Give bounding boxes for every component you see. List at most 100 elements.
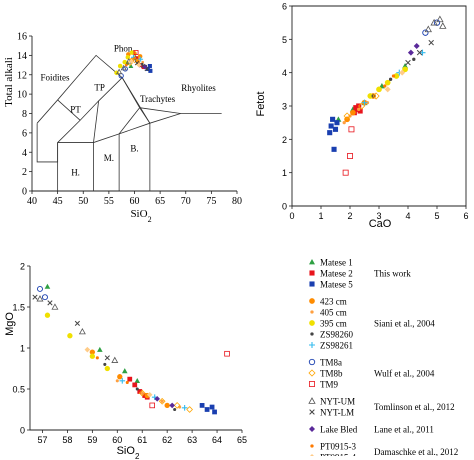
legend-citation: This work [374,269,411,279]
tas-field-label: M. [104,153,114,163]
data-point-matese-5 [209,404,215,410]
fetot-ylabel: Fetot [255,91,267,116]
legend-marker-395-cm [309,320,315,326]
data-point-tm8b [173,402,181,409]
x-tick-label: 3 [376,211,381,221]
data-point-pt0915-4 [399,69,406,76]
tas-plot-area: 40 45 50 55 60 65 70 75 80 0 2 4 6 8 10 12 14 16 Foidites P… [17,32,242,208]
x-tick-label: 63 [187,435,197,445]
data-point-pt0915-4 [84,346,91,353]
legend-marker-matese-1 [309,259,315,265]
legend-label: NYT-UM [320,397,355,407]
data-point-405-cm [160,399,164,403]
data-point-zs98261 [119,378,126,384]
y-tick-label: 2 [22,167,27,178]
data-point-tm8b [358,102,366,110]
legend-label: TM8b [320,369,343,379]
x-tick-label: 58 [62,435,72,445]
tas-field-label: H. [71,168,80,178]
data-point-nyt-um [111,356,119,363]
data-point-nyt-lm [416,49,423,56]
legend-label: TM8a [320,358,342,368]
x-tick-label: 55 [104,196,114,207]
x-tick-label: 2 [347,211,352,221]
data-point-405-cm [115,379,119,383]
y-tick-label: 2 [20,262,25,272]
tas-field-label: Rhyolites [181,83,216,93]
data-point-tm8b [131,57,138,64]
data-point-lake-bled [169,402,175,409]
data-point-tm8b [372,92,380,100]
legend-label: Matese 2 [320,269,353,279]
data-point-nyt-lm [405,59,411,66]
data-point-tm8b [158,397,166,405]
data-point-zs98261 [181,405,188,411]
data-point-395-cm [367,93,374,99]
data-point-matese-1 [121,368,128,374]
x-tick-label: 50 [78,196,88,207]
tas-field-boundary [118,77,141,135]
y-tick-label: 5 [282,35,287,45]
data-point-tm9 [342,169,349,176]
tas-field-label: TP [94,82,105,92]
data-point-zs98260 [388,77,393,81]
data-point-matese-5 [332,126,339,132]
legend-label: Lake Bled [320,425,358,435]
data-point-zs98260 [135,387,139,391]
data-point-423-cm [117,374,123,380]
mgo-ylabel: MgO [4,312,16,336]
data-point-pt0915-4 [136,62,142,68]
legend-label: ZS98261 [320,341,353,351]
legend-marker-matese-2 [309,270,315,276]
legend-marker-zs98260 [310,332,314,336]
legend-marker-pt0915-4 [310,454,314,456]
mgo-plot-area: 57 58 59 60 61 62 63 64 65 0 0.5 1 1.5 2 [12,262,247,446]
x-tick-label: 59 [87,435,97,445]
data-point-zs98260 [412,57,416,61]
data-point-pt0915-3 [133,56,136,60]
data-point-tm9 [347,153,353,159]
data-point-nyt-lm [104,355,110,361]
data-point-tm9 [133,50,139,55]
y-tick-label: 2 [282,135,287,145]
fetot-plot-area: 0 1 2 3 4 5 6 0 1 2 3 4 5 6 [282,2,469,222]
y-tick-label: 0 [22,187,27,198]
data-point-matese-5 [148,68,153,73]
data-point-matese-5 [330,116,336,122]
tas-field-label: PT [70,105,81,115]
data-point-matese-2 [357,108,363,114]
data-point-matese-5 [212,409,217,415]
y-tick-label: 6 [282,2,287,12]
x-tick-label: 4 [405,211,410,221]
tas-field-boundary [139,107,151,124]
tas-diagram: Total alkali 40 45 50 55 60 65 70 75 80 0 2 4 6 8 10 12… [3,32,242,224]
data-point-matese-2 [137,389,143,394]
data-point-395-cm [384,79,391,86]
data-point-423-cm [350,109,356,116]
legend-citation: Tomlinson et al., 2012 [374,402,455,412]
fetot-cao-chart: Fetot 0 1 2 3 4 5 6 0 1 2 3 4 5 6 CaO [255,2,469,231]
data-point-pt0915-4 [384,86,391,93]
legend-marker-423-cm [309,298,315,304]
data-point-nyt-um [430,18,438,26]
legend-marker-tm8b [308,369,316,377]
data-point-nyt-lm [74,320,80,326]
data-point-tm8a [37,285,43,292]
data-point-395-cm [44,312,51,318]
data-point-tm8a [41,294,48,301]
legend-citation: Siani et al., 2004 [374,319,435,329]
tas-field-boundary [57,77,123,143]
y-tick-label: 1 [282,168,287,178]
legend-marker-nyt-um [308,397,316,404]
y-tick-label: 4 [22,148,27,159]
data-point-matese-5 [204,407,210,412]
data-point-nyt-um [36,295,44,302]
data-point-matese-2 [132,382,138,388]
data-point-matese-1 [134,378,141,384]
data-point-matese-5 [199,403,205,408]
y-tick-label: 4 [282,68,287,78]
data-point-nyt-lm [32,294,38,300]
data-point-pt0915-3 [124,63,128,67]
x-tick-label: 80 [232,196,242,207]
data-point-pt0915-4 [146,391,153,398]
